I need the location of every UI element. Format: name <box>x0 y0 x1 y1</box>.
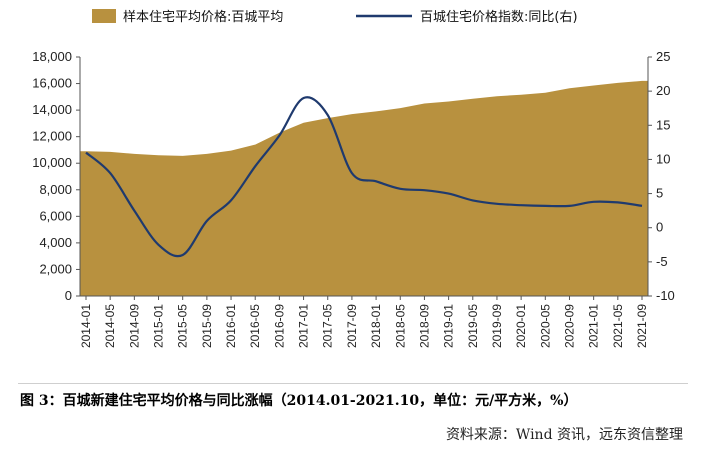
data-source: 资料来源：Wind 资讯，远东资信整理 <box>445 427 683 443</box>
x-tick-label: 2016-05 <box>248 304 262 348</box>
axes <box>79 57 649 297</box>
x-tick-label: 2017-09 <box>345 304 359 348</box>
x-tick-label: 2018-09 <box>417 304 431 348</box>
x-tick-label: 2014-09 <box>127 304 141 348</box>
figure-caption: 图 3：百城新建住宅平均价格与同比涨幅（2014.01-2021.10，单位：元… <box>20 393 578 409</box>
right-tick-label: 5 <box>656 186 663 201</box>
x-tick-label: 2015-01 <box>152 304 166 348</box>
left-tick-label: 0 <box>65 288 72 303</box>
x-tick-label: 2015-05 <box>176 304 190 348</box>
legend: 样本住宅平均价格:百城平均 百城住宅价格指数:同比(右) <box>92 9 578 25</box>
legend-label-area: 样本住宅平均价格:百城平均 <box>123 9 283 25</box>
x-tick-label: 2016-01 <box>224 304 238 348</box>
left-tick-label: 6,000 <box>39 208 72 223</box>
x-tick-label: 2017-01 <box>297 304 311 348</box>
right-tick-label: -5 <box>656 254 668 269</box>
x-tick-label: 2021-01 <box>587 304 601 348</box>
right-tick-label: 25 <box>656 49 670 64</box>
x-tick-label: 2018-01 <box>369 304 383 348</box>
right-tick-label: 0 <box>656 220 663 235</box>
chart: 样本住宅平均价格:百城平均 百城住宅价格指数:同比(右) 0 2,000 4,000… <box>32 9 675 348</box>
left-tick-label: 12,000 <box>32 129 72 144</box>
x-tick-label: 2015-09 <box>200 304 214 348</box>
x-tick-label: 2014-05 <box>103 304 117 348</box>
left-tick-label: 2,000 <box>39 261 72 276</box>
right-axis-ticks: -10 -5 0 5 10 15 20 25 <box>648 49 675 303</box>
price-area <box>80 80 648 297</box>
yoy-line <box>85 96 643 258</box>
x-axis-ticks: 2014-01 2014-05 2014-09 2015-01 2015-05 2015-… <box>79 296 649 348</box>
x-tick-label: 2021-05 <box>611 304 625 348</box>
right-tick-label: -10 <box>656 288 675 303</box>
left-tick-label: 18,000 <box>32 49 72 64</box>
x-tick-label: 2019-09 <box>490 304 504 348</box>
x-tick-label: 2019-01 <box>442 304 456 348</box>
right-tick-label: 10 <box>656 151 670 166</box>
price-area-layer <box>80 80 648 297</box>
x-tick-label: 2017-05 <box>321 304 335 348</box>
left-tick-label: 14,000 <box>32 102 72 117</box>
caption-divider <box>18 383 688 384</box>
x-tick-label: 2020-01 <box>514 304 528 348</box>
left-axis-ticks: 0 2,000 4,000 6,000 8,000 10,000 12,000 14,000 1… <box>32 49 80 303</box>
right-tick-label: 15 <box>656 117 670 132</box>
x-tick-label: 2020-09 <box>562 304 576 348</box>
x-tick-label: 2019-05 <box>466 304 480 348</box>
legend-label-line: 百城住宅价格指数:同比(右) <box>420 9 578 25</box>
left-tick-label: 10,000 <box>32 155 72 170</box>
x-tick-label: 2016-09 <box>272 304 286 348</box>
x-tick-label: 2014-01 <box>79 304 93 348</box>
x-tick-label: 2018-05 <box>393 304 407 348</box>
left-tick-label: 8,000 <box>39 182 72 197</box>
yoy-line-layer <box>85 96 643 258</box>
legend-swatch-area <box>92 9 116 23</box>
x-tick-label: 2021-09 <box>635 304 649 348</box>
left-tick-label: 4,000 <box>39 235 72 250</box>
x-tick-label: 2020-05 <box>538 304 552 348</box>
right-tick-label: 20 <box>656 83 670 98</box>
left-tick-label: 16,000 <box>32 76 72 91</box>
